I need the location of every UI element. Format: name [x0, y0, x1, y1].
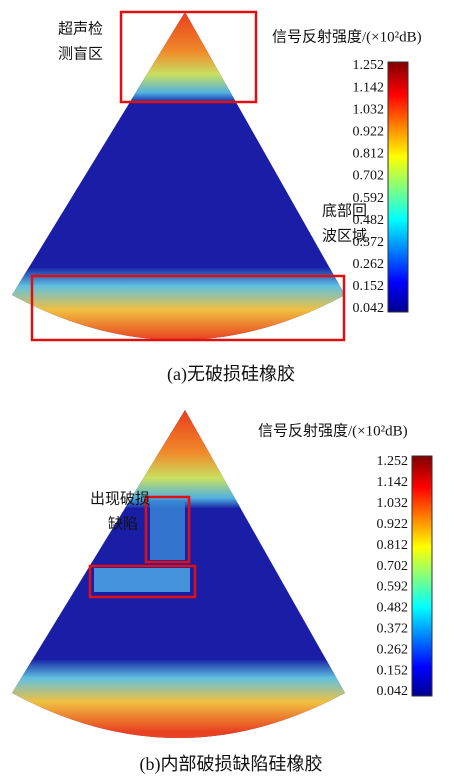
colorbar-tick-label: 1.252 — [353, 58, 385, 73]
colorbar — [388, 62, 408, 312]
colorbar-tick-label: 0.702 — [377, 559, 409, 574]
annotation: 超声检 — [58, 19, 103, 37]
colorbar-tick-label: 0.922 — [377, 517, 409, 532]
annotation: 出现破损 — [90, 490, 150, 507]
colorbar-tick-label: 0.812 — [377, 538, 409, 553]
annotation: 缺陷 — [108, 515, 138, 532]
caption: (a)无破损硅橡胶 — [167, 364, 295, 385]
colorbar — [412, 456, 432, 696]
colorbar-tick-label: 0.042 — [377, 684, 409, 699]
colorbar-tick-label: 0.702 — [353, 169, 385, 184]
colorbar-tick-label: 0.592 — [377, 580, 409, 595]
ultrasound-image — [0, 398, 360, 781]
colorbar-tick-label: 0.482 — [377, 601, 409, 616]
colorbar-tick-label: 1.032 — [377, 496, 409, 511]
colorbar-tick-label: 1.142 — [353, 80, 385, 95]
colorbar-tick-label: 0.482 — [353, 213, 385, 228]
colorbar-tick-label: 1.142 — [377, 475, 409, 490]
colorbar-tick-label: 0.922 — [353, 124, 385, 139]
figure: 超声检 测盲区 底部回 波区域 信号反射强度/(×10²dB) (a)无破损硅橡… — [0, 0, 463, 781]
colorbar-tick-label: 0.592 — [353, 191, 385, 206]
colorbar-tick-label: 1.252 — [377, 454, 409, 469]
colorbar-title: 信号反射强度/(×10²dB) — [258, 422, 408, 439]
caption: (b)内部破损缺陷硅橡胶 — [140, 754, 323, 775]
colorbar-title: 信号反射强度/(×10²dB) — [272, 28, 422, 45]
colorbar-tick-label: 0.262 — [377, 642, 409, 657]
annotation: 测盲区 — [58, 45, 103, 62]
colorbar-tick-label: 0.262 — [353, 257, 385, 272]
colorbar-tick-label: 0.372 — [353, 235, 385, 250]
colorbar-tick-label: 0.152 — [353, 279, 385, 294]
colorbar-tick-label: 0.372 — [377, 621, 409, 636]
colorbar-tick-label: 1.032 — [353, 102, 385, 117]
colorbar-tick-label: 0.042 — [353, 301, 385, 316]
colorbar-tick-label: 0.152 — [377, 663, 409, 678]
colorbar-tick-label: 0.812 — [353, 147, 385, 162]
